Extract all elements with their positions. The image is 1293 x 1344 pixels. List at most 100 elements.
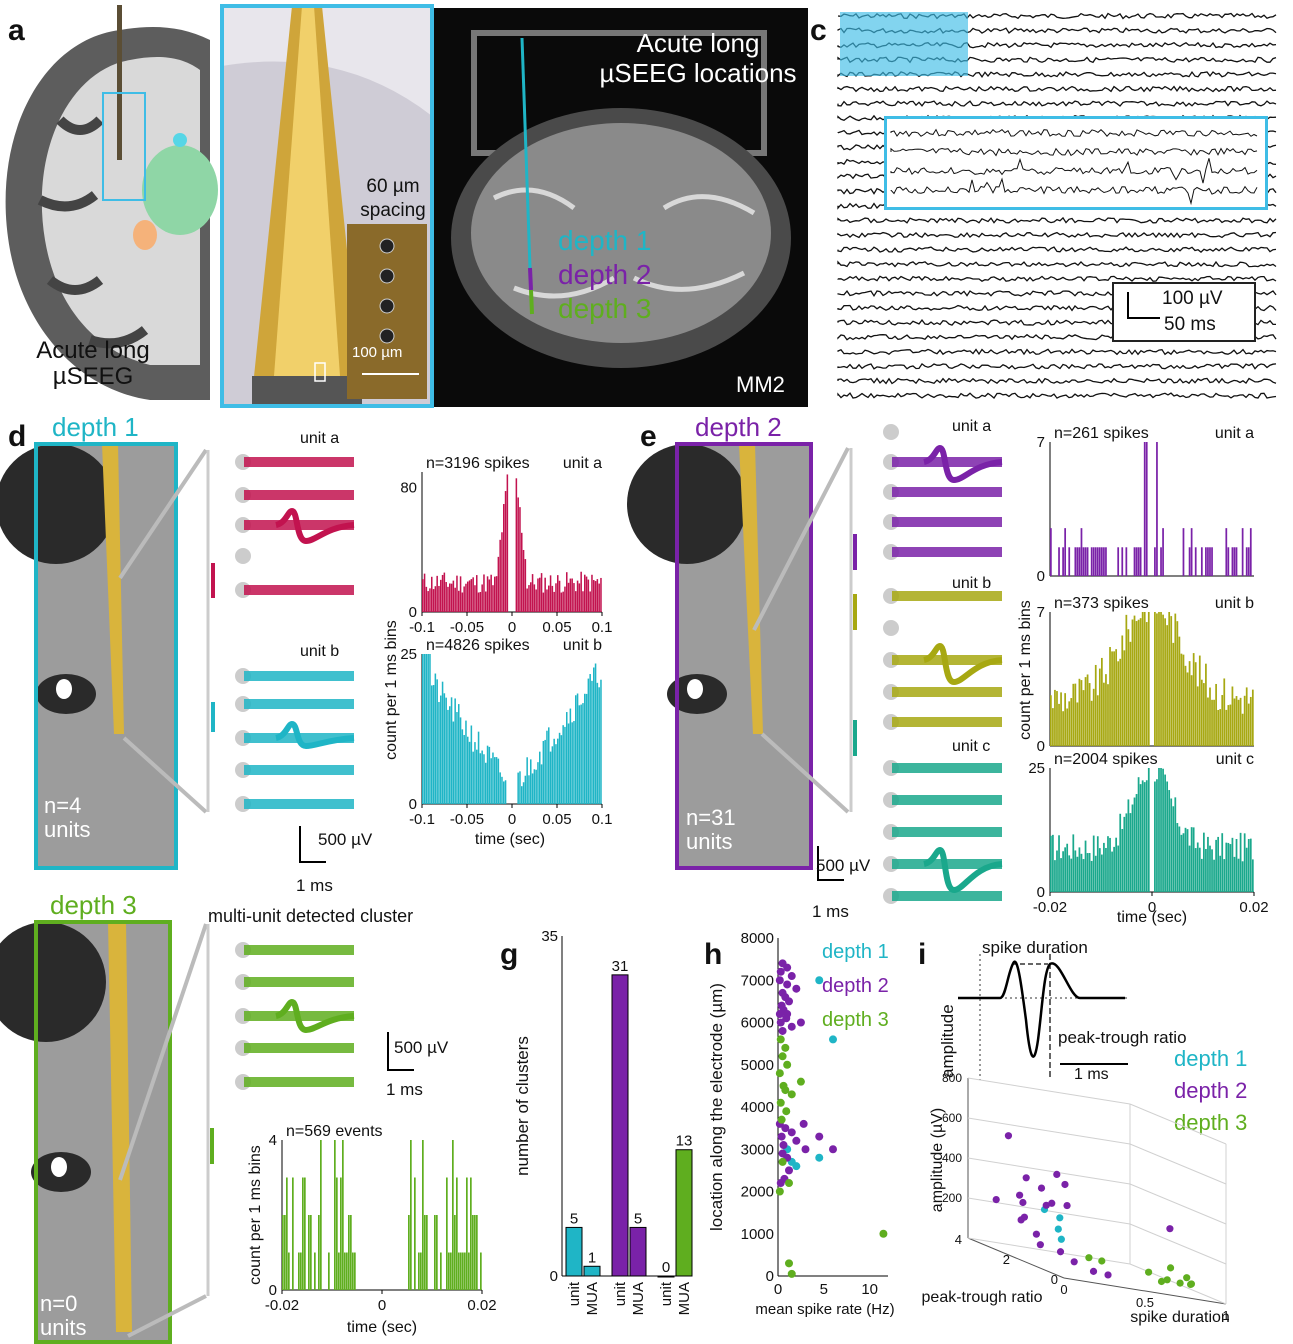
histogram-bar xyxy=(1084,677,1087,746)
histogram-bar xyxy=(539,577,541,612)
feature-point-depth2 xyxy=(1022,1174,1030,1182)
histogram-bar xyxy=(1141,780,1144,892)
panel-d-label: d xyxy=(8,420,27,453)
histogram-bar xyxy=(1172,806,1175,892)
histogram-bar xyxy=(1211,547,1213,576)
histogram-bar xyxy=(1082,547,1085,576)
histogram-bar xyxy=(1245,847,1248,892)
grid-line xyxy=(1129,1143,1227,1185)
histogram-bar xyxy=(1178,636,1181,746)
histogram-bar xyxy=(1223,678,1226,746)
scatter-point-depth2 xyxy=(775,1010,784,1019)
histogram-bar xyxy=(521,786,523,804)
histogram-bar xyxy=(448,1252,450,1290)
histogram-bar xyxy=(441,681,444,804)
histogram-bar xyxy=(1127,799,1130,892)
histogram-bar xyxy=(1239,697,1242,746)
histogram-bar xyxy=(485,762,487,804)
histogram-bar xyxy=(558,580,561,612)
histogram-bar xyxy=(1160,768,1162,892)
histogram-bar xyxy=(594,581,597,612)
histogram-bar xyxy=(571,578,573,612)
y-tick-label: 25 xyxy=(1028,760,1045,777)
histogram-bar xyxy=(1237,858,1240,892)
location-rate-scatter: 0 1000 2000 3000 4000 5000 6000 7000 8000 0 5 10 mea… xyxy=(707,930,895,1318)
histogram-bar xyxy=(1174,797,1177,892)
waveforms-f xyxy=(235,942,355,1090)
histogram-bar xyxy=(1103,682,1105,746)
trace-line xyxy=(837,392,1277,399)
histogram-bar xyxy=(551,585,554,612)
histogram-bar xyxy=(517,772,519,804)
histogram-bar xyxy=(530,582,532,612)
histogram-bar xyxy=(537,578,539,612)
waveform-band xyxy=(244,799,354,809)
histogram-bar xyxy=(350,1215,352,1290)
y-tick-label: 35 xyxy=(541,928,558,945)
histogram-bar xyxy=(1158,768,1160,892)
trace-line xyxy=(837,246,1277,253)
histogram-bar xyxy=(1060,692,1062,746)
zoom-traces xyxy=(890,128,1258,206)
feature-point-depth3 xyxy=(1098,1257,1106,1265)
scalebar-f xyxy=(387,1032,414,1071)
waveform-band xyxy=(244,1077,354,1087)
histogram-bar xyxy=(587,579,590,612)
histogram-bar xyxy=(425,586,428,612)
waveform-band xyxy=(892,795,1002,805)
histogram-bar xyxy=(1070,858,1073,892)
histogram-bar xyxy=(1190,827,1193,892)
histogram-bar xyxy=(464,1252,466,1290)
histogram-bar xyxy=(458,590,460,612)
histogram-bar xyxy=(474,585,476,612)
legend-h-entry: depth 3 xyxy=(822,1009,889,1031)
histogram-bar xyxy=(467,581,469,612)
feature-point-depth2 xyxy=(1048,1199,1056,1207)
histogram-bar xyxy=(1074,547,1077,576)
x-tick-label: 0 xyxy=(508,811,516,828)
histogram-bar xyxy=(528,585,530,612)
histogram-bar xyxy=(1186,829,1189,892)
histogram-bar xyxy=(342,1140,344,1290)
histogram-bar xyxy=(1213,699,1215,746)
waveform-band xyxy=(244,490,354,500)
mri-coronal xyxy=(434,8,808,407)
histogram-bar xyxy=(1103,842,1105,892)
histogram-bar xyxy=(1096,836,1099,892)
histogram-bar xyxy=(548,727,550,804)
histogram-bar xyxy=(441,574,444,612)
panel-e-label: e xyxy=(640,420,657,453)
histogram-bar xyxy=(542,592,545,612)
histogram-bar xyxy=(584,574,586,612)
histogram-bar xyxy=(1221,695,1224,746)
histogram-bar xyxy=(423,654,426,804)
histogram-bar xyxy=(531,773,534,804)
histogram-bar xyxy=(1249,528,1252,576)
histogram-bar xyxy=(573,583,575,612)
histogram-bar xyxy=(1205,848,1207,892)
histogram-bar xyxy=(1166,781,1169,892)
histogram-bar xyxy=(440,695,442,804)
histogram-bar xyxy=(488,746,491,804)
histogram-bar xyxy=(460,1252,462,1290)
y-tick-label: 7000 xyxy=(741,972,774,989)
histogram-bar xyxy=(1101,547,1103,576)
waveform-band xyxy=(244,945,354,955)
histogram-bar xyxy=(1131,619,1134,746)
histogram-bar xyxy=(1060,858,1062,892)
histogram-bar xyxy=(481,584,483,612)
waveform-band xyxy=(892,591,1002,601)
histogram-bar xyxy=(1168,612,1171,746)
histogram-bar xyxy=(1072,834,1075,892)
trace-line xyxy=(837,275,1277,282)
cluster-bar-value: 0 xyxy=(662,1259,670,1276)
waveform-band xyxy=(892,687,1002,697)
histogram-bar xyxy=(422,654,424,804)
histogram-bar xyxy=(1145,442,1148,576)
scatter-point-depth3 xyxy=(787,1090,796,1099)
histogram-bar xyxy=(1188,547,1191,576)
z-tick-label: 200 xyxy=(942,1191,962,1205)
spike-duration-label: spike duration xyxy=(982,938,1088,957)
y-tick-label: 4 xyxy=(269,1132,277,1149)
feature-point-depth2 xyxy=(1070,1258,1078,1266)
